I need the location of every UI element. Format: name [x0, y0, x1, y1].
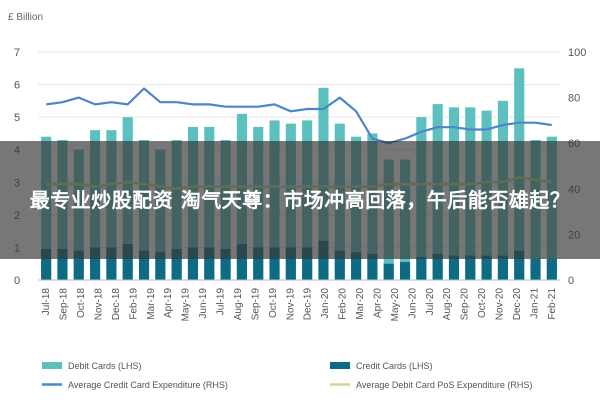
x-tick-label: Dec-19: [303, 288, 314, 321]
legend-swatch: [330, 362, 350, 369]
bar-credit: [351, 252, 362, 280]
y-right-tick-label: 80: [568, 93, 580, 105]
headline-banner: 最专业炒股配资 淘气天尊：市场冲高回落，午后能否雄起？: [0, 141, 600, 259]
bar-credit: [383, 263, 394, 280]
x-tick-label: May-20: [390, 288, 401, 322]
x-tick-label: Jun-20: [407, 288, 418, 319]
bar-credit: [367, 253, 378, 280]
y-left-tick-label: 0: [14, 275, 20, 287]
bar-credit: [155, 252, 166, 280]
line-avg-credit-expenditure: [46, 87, 552, 145]
bar-credit: [220, 249, 231, 280]
x-tick-label: Jan-21: [529, 288, 540, 319]
legend-entry: Average Debit Card PoS Expenditure (RHS): [356, 380, 532, 390]
bar-credit: [302, 247, 313, 280]
bar-credit: [90, 247, 101, 280]
y-left-tick-label: 5: [14, 112, 20, 124]
x-tick-label: Aug-19: [233, 288, 244, 321]
bar-credit: [41, 249, 52, 280]
x-tick-label: May-19: [181, 288, 192, 322]
headline-text: 最专业炒股配资 淘气天尊：市场冲高回落，午后能否雄起？: [29, 188, 571, 212]
bar-credit: [171, 249, 182, 280]
bar-credit: [106, 247, 117, 280]
x-tick-label: Sep-20: [460, 288, 471, 321]
bar-credit: [138, 250, 150, 280]
legend-entry: Average Credit Card Expenditure (RHS): [68, 380, 228, 390]
bar-credit: [399, 262, 411, 280]
x-tick-label: Oct-19: [268, 288, 279, 318]
bar-credit: [546, 258, 557, 280]
y-unit-label: £ Billion: [8, 12, 43, 23]
bar-credit: [432, 253, 443, 280]
x-tick-label: Feb-20: [338, 288, 349, 320]
x-tick-label: Nov-18: [94, 288, 105, 321]
x-tick-label: Mar-19: [146, 288, 157, 320]
x-tick-label: Oct-20: [477, 288, 488, 318]
y-right-tick-label: 0: [568, 275, 574, 287]
bar-credit: [318, 240, 329, 280]
x-tick-label: Nov-20: [495, 288, 506, 321]
legend-entry: Credit Cards (LHS): [356, 361, 433, 371]
bar-credit: [204, 247, 215, 280]
legend-swatch: [42, 362, 62, 369]
bar-credit: [481, 255, 492, 280]
bar-credit: [334, 250, 345, 280]
bar-credit: [416, 257, 427, 280]
x-tick-label: Jul-18: [41, 288, 52, 316]
bar-credit: [122, 244, 133, 280]
bar-credit: [187, 247, 199, 280]
bar-credit: [497, 255, 508, 280]
x-tick-label: Nov-19: [285, 288, 296, 321]
x-tick-label: Jan-20: [320, 288, 331, 319]
bar-credit: [57, 249, 68, 280]
bar-credit: [236, 244, 247, 280]
x-tick-label: Jul-19: [216, 288, 227, 316]
bar-credit: [269, 247, 280, 280]
bar-credit: [514, 250, 525, 280]
x-tick-label: Aug-20: [442, 288, 453, 321]
x-tick-label: Oct-18: [76, 288, 87, 318]
y-left-tick-label: 7: [14, 47, 20, 59]
bar-credit: [253, 247, 264, 280]
y-left-tick-label: 6: [14, 80, 20, 92]
y-right-tick-label: 100: [568, 47, 586, 59]
x-tick-label: Sep-19: [250, 288, 261, 321]
x-tick-label: Sep-18: [59, 288, 70, 321]
x-tick-label: Jun-19: [198, 288, 209, 319]
bar-credit: [465, 255, 476, 280]
x-tick-label: Dec-20: [512, 288, 523, 321]
x-tick-label: Apr-19: [163, 288, 174, 318]
x-tick-label: Feb-21: [547, 288, 558, 320]
x-tick-label: Mar-20: [355, 288, 366, 320]
bar-credit: [73, 250, 84, 280]
bar-credit: [530, 258, 541, 280]
x-tick-label: Feb-19: [128, 288, 139, 320]
legend-entry: Debit Cards (LHS): [68, 361, 142, 371]
x-tick-label: Dec-18: [111, 288, 122, 321]
bar-credit: [285, 247, 296, 280]
x-tick-label: Jul-20: [425, 288, 436, 316]
x-tick-label: Apr-20: [373, 288, 384, 318]
bar-credit: [448, 255, 460, 280]
